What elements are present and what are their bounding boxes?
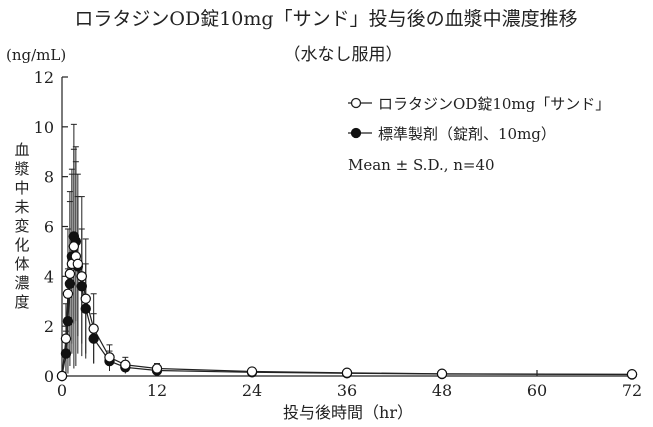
y-axis-label-char: 化 bbox=[14, 236, 29, 254]
data-point-reference bbox=[64, 278, 76, 290]
y-axis-label-char: 中 bbox=[14, 179, 29, 197]
data-point-test bbox=[64, 268, 76, 280]
data-point-reference bbox=[62, 315, 74, 327]
data-point-test bbox=[76, 271, 87, 282]
y-axis-label-char: 濃 bbox=[14, 274, 29, 292]
data-point-test bbox=[60, 333, 72, 344]
legend: ロラタジンOD錠10mg「サンド」 標準製剤（錠剤、10mg） Mean ± S… bbox=[348, 95, 610, 174]
data-point-reference bbox=[76, 281, 87, 292]
axes bbox=[61, 77, 632, 377]
y-unit-label: (ng/mL) bbox=[6, 46, 66, 64]
data-point-test bbox=[62, 288, 74, 299]
y-axis-label-char: 漿 bbox=[14, 160, 29, 178]
series-lines bbox=[61, 236, 633, 377]
chart-title: ロラタジンOD錠10mg「サンド」投与後の血漿中濃度推移 bbox=[74, 8, 577, 30]
y-tick-label: 2 bbox=[44, 317, 54, 336]
data-point-test bbox=[120, 359, 131, 370]
y-tick-label: 12 bbox=[34, 68, 54, 87]
data-point-reference bbox=[60, 348, 72, 359]
y-tick-label: 6 bbox=[44, 218, 54, 237]
y-tick-label: 0 bbox=[44, 367, 54, 386]
x-axis-label: 投与後時間（hr） bbox=[283, 403, 413, 422]
data-point-test bbox=[88, 323, 99, 334]
y-tick-label: 8 bbox=[44, 168, 54, 187]
x-tick-label: 48 bbox=[432, 381, 452, 400]
data-point-test bbox=[341, 367, 353, 378]
series-line-test bbox=[61, 246, 633, 377]
legend-marker-reference bbox=[350, 127, 362, 139]
stat-annotation: Mean ± S.D., n=40 bbox=[348, 156, 495, 174]
y-axis-label-char: 変 bbox=[14, 217, 29, 235]
legend-marker-test bbox=[350, 97, 362, 109]
legend-label-reference: 標準製剤（錠剤、10mg） bbox=[378, 125, 556, 143]
series-line-reference bbox=[61, 236, 633, 377]
chart-subtitle: （水なし服用） bbox=[284, 45, 403, 65]
data-points bbox=[56, 231, 638, 382]
x-tick-label: 24 bbox=[242, 381, 262, 400]
y-tick-label: 4 bbox=[44, 267, 54, 286]
x-tick-label: 36 bbox=[337, 381, 357, 400]
data-point-test bbox=[72, 258, 84, 270]
y-axis-label-char: 度 bbox=[14, 293, 29, 311]
data-point-test bbox=[246, 366, 258, 377]
x-tick-label: 0 bbox=[57, 381, 67, 400]
x-tick-label: 60 bbox=[527, 381, 547, 400]
data-point-test bbox=[626, 369, 638, 380]
x-tick-label: 12 bbox=[147, 381, 167, 400]
x-tick-label: 72 bbox=[622, 381, 642, 400]
legend-label-test: ロラタジンOD錠10mg「サンド」 bbox=[378, 95, 610, 113]
y-axis-label-char: 血 bbox=[14, 141, 29, 159]
y-tick-label: 10 bbox=[34, 118, 54, 137]
data-point-test bbox=[68, 241, 80, 252]
data-point-test bbox=[436, 368, 448, 379]
data-point-test bbox=[151, 363, 163, 374]
data-point-test bbox=[104, 352, 115, 363]
data-point-test bbox=[80, 293, 91, 304]
y-axis-label-char: 体 bbox=[14, 255, 29, 273]
data-point-test bbox=[56, 370, 68, 382]
data-point-reference bbox=[88, 333, 99, 344]
data-point-reference bbox=[80, 303, 91, 314]
y-axis-label-char: 未 bbox=[14, 198, 29, 216]
